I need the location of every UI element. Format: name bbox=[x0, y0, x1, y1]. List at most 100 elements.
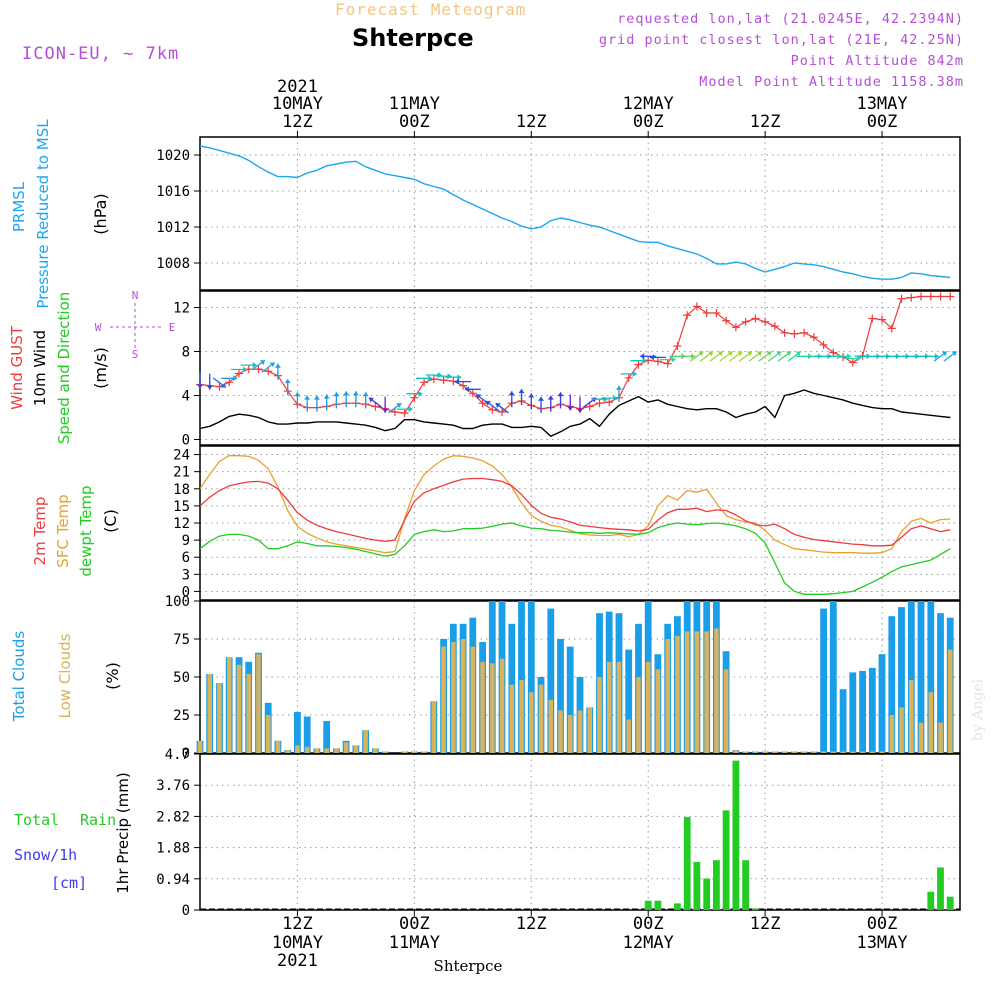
gust-marker bbox=[498, 408, 507, 416]
y-tick-label: 3 bbox=[182, 567, 190, 583]
low-cloud-bar bbox=[217, 683, 222, 753]
wind-arrow bbox=[323, 394, 330, 411]
gust-marker bbox=[839, 353, 848, 361]
wind-arrow-head bbox=[717, 351, 723, 357]
wind-arrow-head bbox=[603, 396, 608, 403]
x-label-bottom-hour: 12Z bbox=[516, 914, 547, 934]
side-label-msl: Pressure Reduced to MSL bbox=[34, 119, 52, 309]
low-cloud-bar bbox=[587, 707, 592, 753]
meteogram-title: Forecast Meteogram bbox=[335, 0, 527, 19]
low-cloud-bar bbox=[655, 669, 661, 753]
wind-arrow-head bbox=[382, 408, 389, 413]
dewpoint-line bbox=[199, 522, 951, 595]
wind-arrow bbox=[538, 396, 545, 413]
wind-arrow bbox=[768, 350, 782, 362]
total-cloud-bar bbox=[547, 608, 555, 753]
wind-arrow-head bbox=[698, 351, 704, 357]
low-cloud-bar bbox=[558, 710, 563, 753]
compass-n: N bbox=[132, 289, 139, 302]
total-cloud-bar bbox=[294, 712, 301, 753]
precip-bar bbox=[703, 878, 711, 910]
y-tick-label: 4.7 bbox=[165, 747, 190, 763]
wind-arrow bbox=[567, 394, 574, 411]
y-tick-label: 18 bbox=[173, 482, 190, 498]
y-tick-label: 6 bbox=[182, 550, 190, 566]
y-tick-label: 2.82 bbox=[156, 809, 190, 825]
wind-arrow-head bbox=[615, 385, 622, 390]
total-cloud-bar bbox=[303, 716, 311, 753]
low-cloud-bar bbox=[636, 677, 641, 753]
wind-arrow bbox=[445, 374, 462, 381]
wind-arrow-head bbox=[557, 392, 564, 397]
wind-arrow-head bbox=[547, 395, 554, 400]
wind-arrow-head bbox=[294, 392, 301, 397]
low-cloud-bar bbox=[382, 751, 388, 753]
wind-arrow-head bbox=[252, 362, 257, 369]
low-cloud-bar bbox=[782, 751, 787, 753]
wind-arrow bbox=[844, 355, 861, 362]
gust-marker bbox=[702, 309, 711, 317]
wind-arrow bbox=[362, 392, 369, 409]
wind-arrow bbox=[615, 385, 622, 402]
wind-arrow bbox=[284, 379, 291, 396]
low-cloud-bar bbox=[753, 751, 758, 753]
wind-arrow bbox=[396, 406, 413, 413]
side-label-wind: 10m Wind bbox=[31, 330, 49, 406]
y-tick-label: 12 bbox=[173, 516, 190, 532]
wind-arrow-head bbox=[343, 391, 350, 396]
gust-marker bbox=[595, 399, 604, 408]
y-tick-label: 100 bbox=[165, 594, 190, 610]
low-cloud-bar bbox=[577, 710, 583, 753]
wind-arrow bbox=[261, 361, 275, 373]
wind-arrow bbox=[221, 375, 238, 382]
low-cloud-bar bbox=[850, 751, 856, 753]
wind-arrow bbox=[206, 373, 213, 390]
y-tick-label: 8 bbox=[182, 345, 190, 361]
wind-arrow bbox=[709, 350, 724, 362]
low-cloud-bar bbox=[529, 692, 534, 753]
side-label-c: (C) bbox=[101, 509, 120, 533]
low-cloud-bar bbox=[373, 748, 378, 753]
wind-arrow bbox=[787, 350, 802, 362]
panel-pressure: 1008 1012 1016 1020 bbox=[156, 136, 961, 291]
wind-arrow-head bbox=[368, 397, 374, 403]
precip-bar bbox=[713, 860, 720, 910]
gust-marker bbox=[673, 342, 682, 350]
wind-arrow bbox=[352, 391, 359, 408]
grid-lonlat: grid point closest lon,lat (21E, 42.25N) bbox=[598, 32, 964, 48]
wind-arrow-head bbox=[756, 351, 762, 357]
gust-marker bbox=[390, 408, 399, 416]
panel-frame bbox=[199, 753, 961, 911]
precip-bar bbox=[742, 860, 749, 910]
x-label-bottom-hour: 00Z bbox=[867, 914, 898, 934]
gust-marker bbox=[429, 375, 438, 383]
wind-arrow bbox=[547, 395, 554, 412]
precip-bar bbox=[946, 896, 954, 910]
low-cloud-bar bbox=[694, 631, 700, 753]
precip-bar bbox=[752, 908, 759, 910]
wind-arrow bbox=[416, 375, 433, 382]
model-altitude: Model Point Altitude 1158.38m bbox=[699, 74, 964, 90]
y-tick-label: 4 bbox=[182, 389, 190, 405]
wind-arrow-head bbox=[197, 384, 203, 389]
side-label-pct: (%) bbox=[103, 662, 122, 690]
total-cloud-bar bbox=[888, 616, 896, 753]
wind-arrow-head bbox=[691, 353, 696, 360]
low-cloud-bar bbox=[295, 745, 300, 753]
wind-arrow-head bbox=[747, 351, 753, 357]
gust-marker bbox=[917, 292, 926, 301]
x-label-top-hour: 12Z bbox=[282, 112, 313, 132]
wind-arrow bbox=[304, 395, 311, 412]
side-label-t2m: 2m Temp bbox=[31, 497, 49, 566]
station-name: Shterpce bbox=[352, 24, 474, 52]
wind-arrow bbox=[343, 391, 350, 408]
low-cloud-bar bbox=[538, 684, 544, 753]
low-cloud-bar bbox=[207, 674, 212, 753]
wind-arrow-head bbox=[485, 401, 491, 406]
wind-arrow bbox=[495, 402, 509, 414]
side-label-rain: Rain bbox=[80, 811, 116, 829]
wind-arrow bbox=[274, 363, 281, 380]
side-label-sfc: SFC Temp bbox=[54, 494, 72, 567]
gust-marker bbox=[459, 381, 468, 390]
